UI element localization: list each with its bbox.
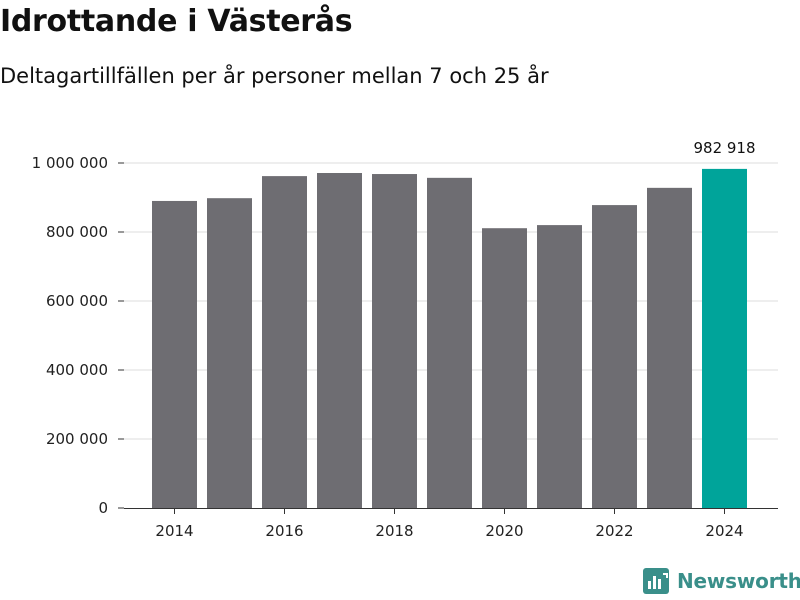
x-tick-label: 2024 [705,522,743,540]
newsworthy-logo-icon [643,568,669,594]
bar-2019 [427,177,472,508]
bar-2022 [592,205,637,508]
bar-2021 [537,225,582,508]
bars [152,168,747,509]
x-tick-label: 2018 [375,522,413,540]
bar-2018 [372,174,417,509]
x-tick-label: 2022 [595,522,633,540]
bar-2014 [152,200,197,508]
y-tick-label: 800 000 [46,223,108,241]
bar-2023 [647,187,692,508]
bar-2016 [262,176,307,509]
chart-title: Idrottande i Västerås [0,4,353,39]
brand-logo: Newsworthy [643,568,800,594]
brand-name: Newsworthy [677,569,800,593]
axes [118,162,778,514]
y-tick-label: 200 000 [46,430,108,448]
bar-2017 [317,173,362,508]
x-tick-label: 2016 [265,522,303,540]
chart-subtitle: Deltagartillfällen per år personer mella… [0,64,549,88]
bar-2015 [207,198,252,508]
bar-2024 [702,168,747,508]
bar-2020 [482,228,527,508]
x-tick-label: 2020 [485,522,523,540]
highlight-value-label: 982 918 [693,139,755,157]
labels: 0 200 000 400 000 600 000 800 000 1 000 000 20… [32,139,756,540]
y-tick-label: 400 000 [46,361,108,379]
y-tick-label: 1 000 000 [32,154,108,172]
y-tick-label: 0 [98,499,108,517]
y-tick-label: 600 000 [46,292,108,310]
x-tick-label: 2014 [155,522,193,540]
